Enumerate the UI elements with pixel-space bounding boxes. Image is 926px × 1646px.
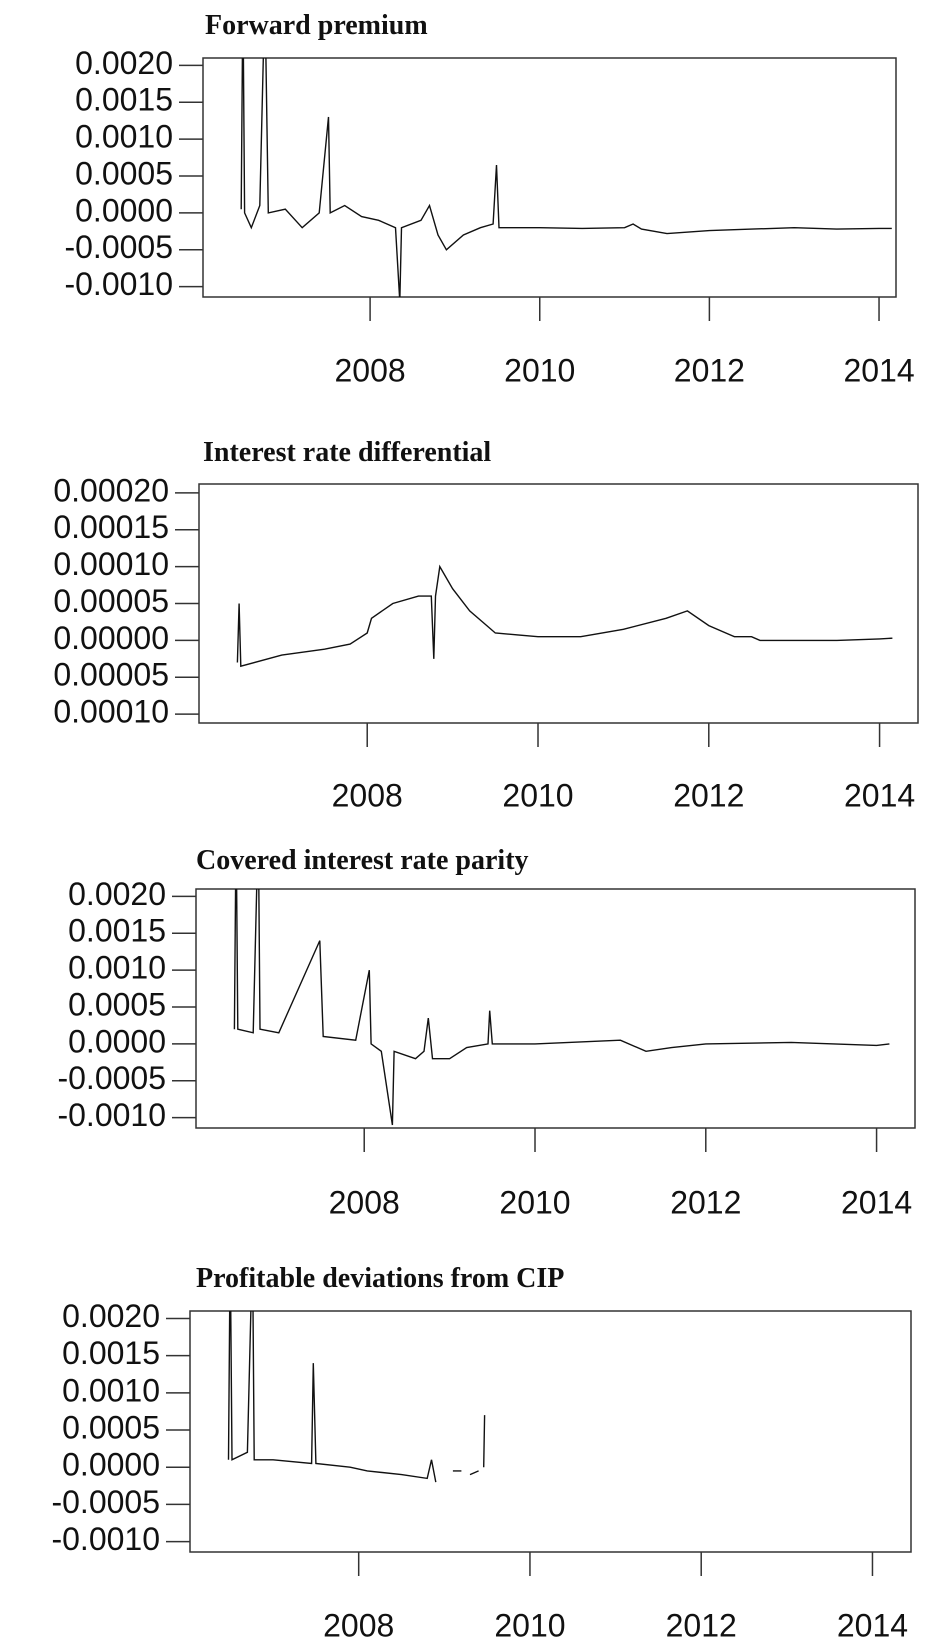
x-tick-label: 2008	[323, 1607, 394, 1643]
y-tick-label: -0.0010	[51, 1521, 160, 1557]
panel: Profitable deviations from CIP0.00200.00…	[51, 1263, 912, 1643]
y-tick-label: 0.00005	[53, 583, 169, 619]
panel: Interest rate differential 0.000200.00015…	[53, 437, 919, 813]
y-tick-label: 0.0005	[62, 1409, 160, 1445]
plot-frame	[195, 888, 916, 1129]
plot-frame	[198, 483, 919, 724]
y-tick-label: 0.00005	[53, 657, 169, 693]
data-line	[233, 889, 890, 1126]
panel-title: Profitable deviations from CIP	[196, 1263, 564, 1294]
panel-title: Covered interest rate parity	[196, 845, 529, 876]
y-tick-label: -0.0005	[57, 1060, 166, 1096]
x-tick-label: 2008	[329, 1184, 400, 1220]
y-tick-label: -0.0005	[51, 1484, 160, 1520]
x-tick-label: 2010	[504, 352, 575, 388]
x-tick-label: 2010	[499, 1184, 570, 1220]
panel-title: Forward premium	[205, 10, 428, 41]
x-tick-label: 2012	[666, 1607, 737, 1643]
data-line	[240, 58, 892, 297]
y-tick-label: 0.00020	[53, 472, 169, 508]
panel: Covered interest rate parity 0.00200.0015…	[57, 845, 916, 1220]
y-tick-label: -0.0010	[57, 1097, 166, 1133]
x-tick-label: 2014	[841, 1184, 912, 1220]
plot-frame	[189, 1310, 912, 1553]
y-tick-label: 0.0000	[62, 1447, 160, 1483]
x-tick-label: 2008	[335, 352, 406, 388]
plot-frame	[202, 57, 897, 298]
x-tick-label: 2014	[837, 1607, 908, 1643]
y-tick-label: -0.0010	[64, 266, 173, 302]
y-tick-label: 0.0005	[75, 155, 173, 191]
x-tick-label: 2014	[843, 352, 914, 388]
y-tick-label: 0.0010	[75, 119, 173, 155]
y-tick-label: 0.0005	[68, 986, 166, 1022]
x-tick-label: 2008	[332, 777, 403, 813]
x-tick-label: 2010	[494, 1607, 565, 1643]
data-line	[227, 1311, 486, 1483]
y-tick-label: 0.00000	[53, 620, 169, 656]
x-tick-label: 2012	[674, 352, 745, 388]
y-tick-label: 0.0020	[68, 876, 166, 912]
y-tick-label: 0.00010	[53, 546, 169, 582]
data-line	[236, 564, 893, 668]
x-tick-label: 2014	[844, 777, 915, 813]
y-tick-label: 0.00015	[53, 509, 169, 545]
panel: Forward premium 0.00200.00150.00100.00050…	[64, 10, 914, 388]
y-tick-label: 0.0015	[68, 913, 166, 949]
y-tick-label: 0.0020	[75, 45, 173, 81]
panel-title: Interest rate differential	[203, 437, 491, 468]
y-tick-label: 0.0015	[75, 82, 173, 118]
x-tick-label: 2012	[670, 1184, 741, 1220]
x-tick-label: 2010	[502, 777, 573, 813]
y-tick-label: 0.0000	[68, 1023, 166, 1059]
y-tick-label: 0.0000	[75, 192, 173, 228]
y-tick-label: 0.0015	[62, 1335, 160, 1371]
y-tick-label: 0.0010	[62, 1372, 160, 1408]
y-tick-label: -0.0005	[64, 229, 173, 265]
x-tick-label: 2012	[673, 777, 744, 813]
y-tick-label: 0.0010	[68, 950, 166, 986]
y-tick-label: 0.00010	[53, 694, 169, 730]
y-tick-label: 0.0020	[62, 1298, 160, 1334]
